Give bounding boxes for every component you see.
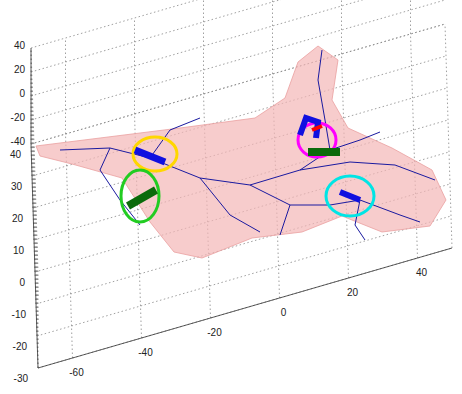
svg-text:-20: -20	[11, 112, 26, 123]
svg-text:0: 0	[281, 307, 287, 318]
svg-text:10: 10	[13, 245, 25, 256]
svg-text:20: 20	[14, 64, 26, 75]
svg-text:30: 30	[11, 181, 23, 192]
svg-text:-60: -60	[69, 367, 84, 378]
svg-text:40: 40	[10, 149, 22, 160]
svg-text:0: 0	[19, 88, 25, 99]
svg-text:40: 40	[14, 40, 26, 51]
svg-text:-20: -20	[13, 341, 28, 352]
svg-text:-40: -40	[138, 347, 153, 358]
svg-text:0: 0	[19, 277, 25, 288]
svg-text:-30: -30	[14, 373, 29, 384]
svg-text:20: 20	[12, 213, 24, 224]
svg-text:-20: -20	[207, 327, 222, 338]
svg-text:-10: -10	[12, 309, 27, 320]
svg-text:20: 20	[347, 287, 359, 298]
svg-text:-40: -40	[11, 136, 26, 147]
svg-text:40: 40	[416, 267, 428, 278]
